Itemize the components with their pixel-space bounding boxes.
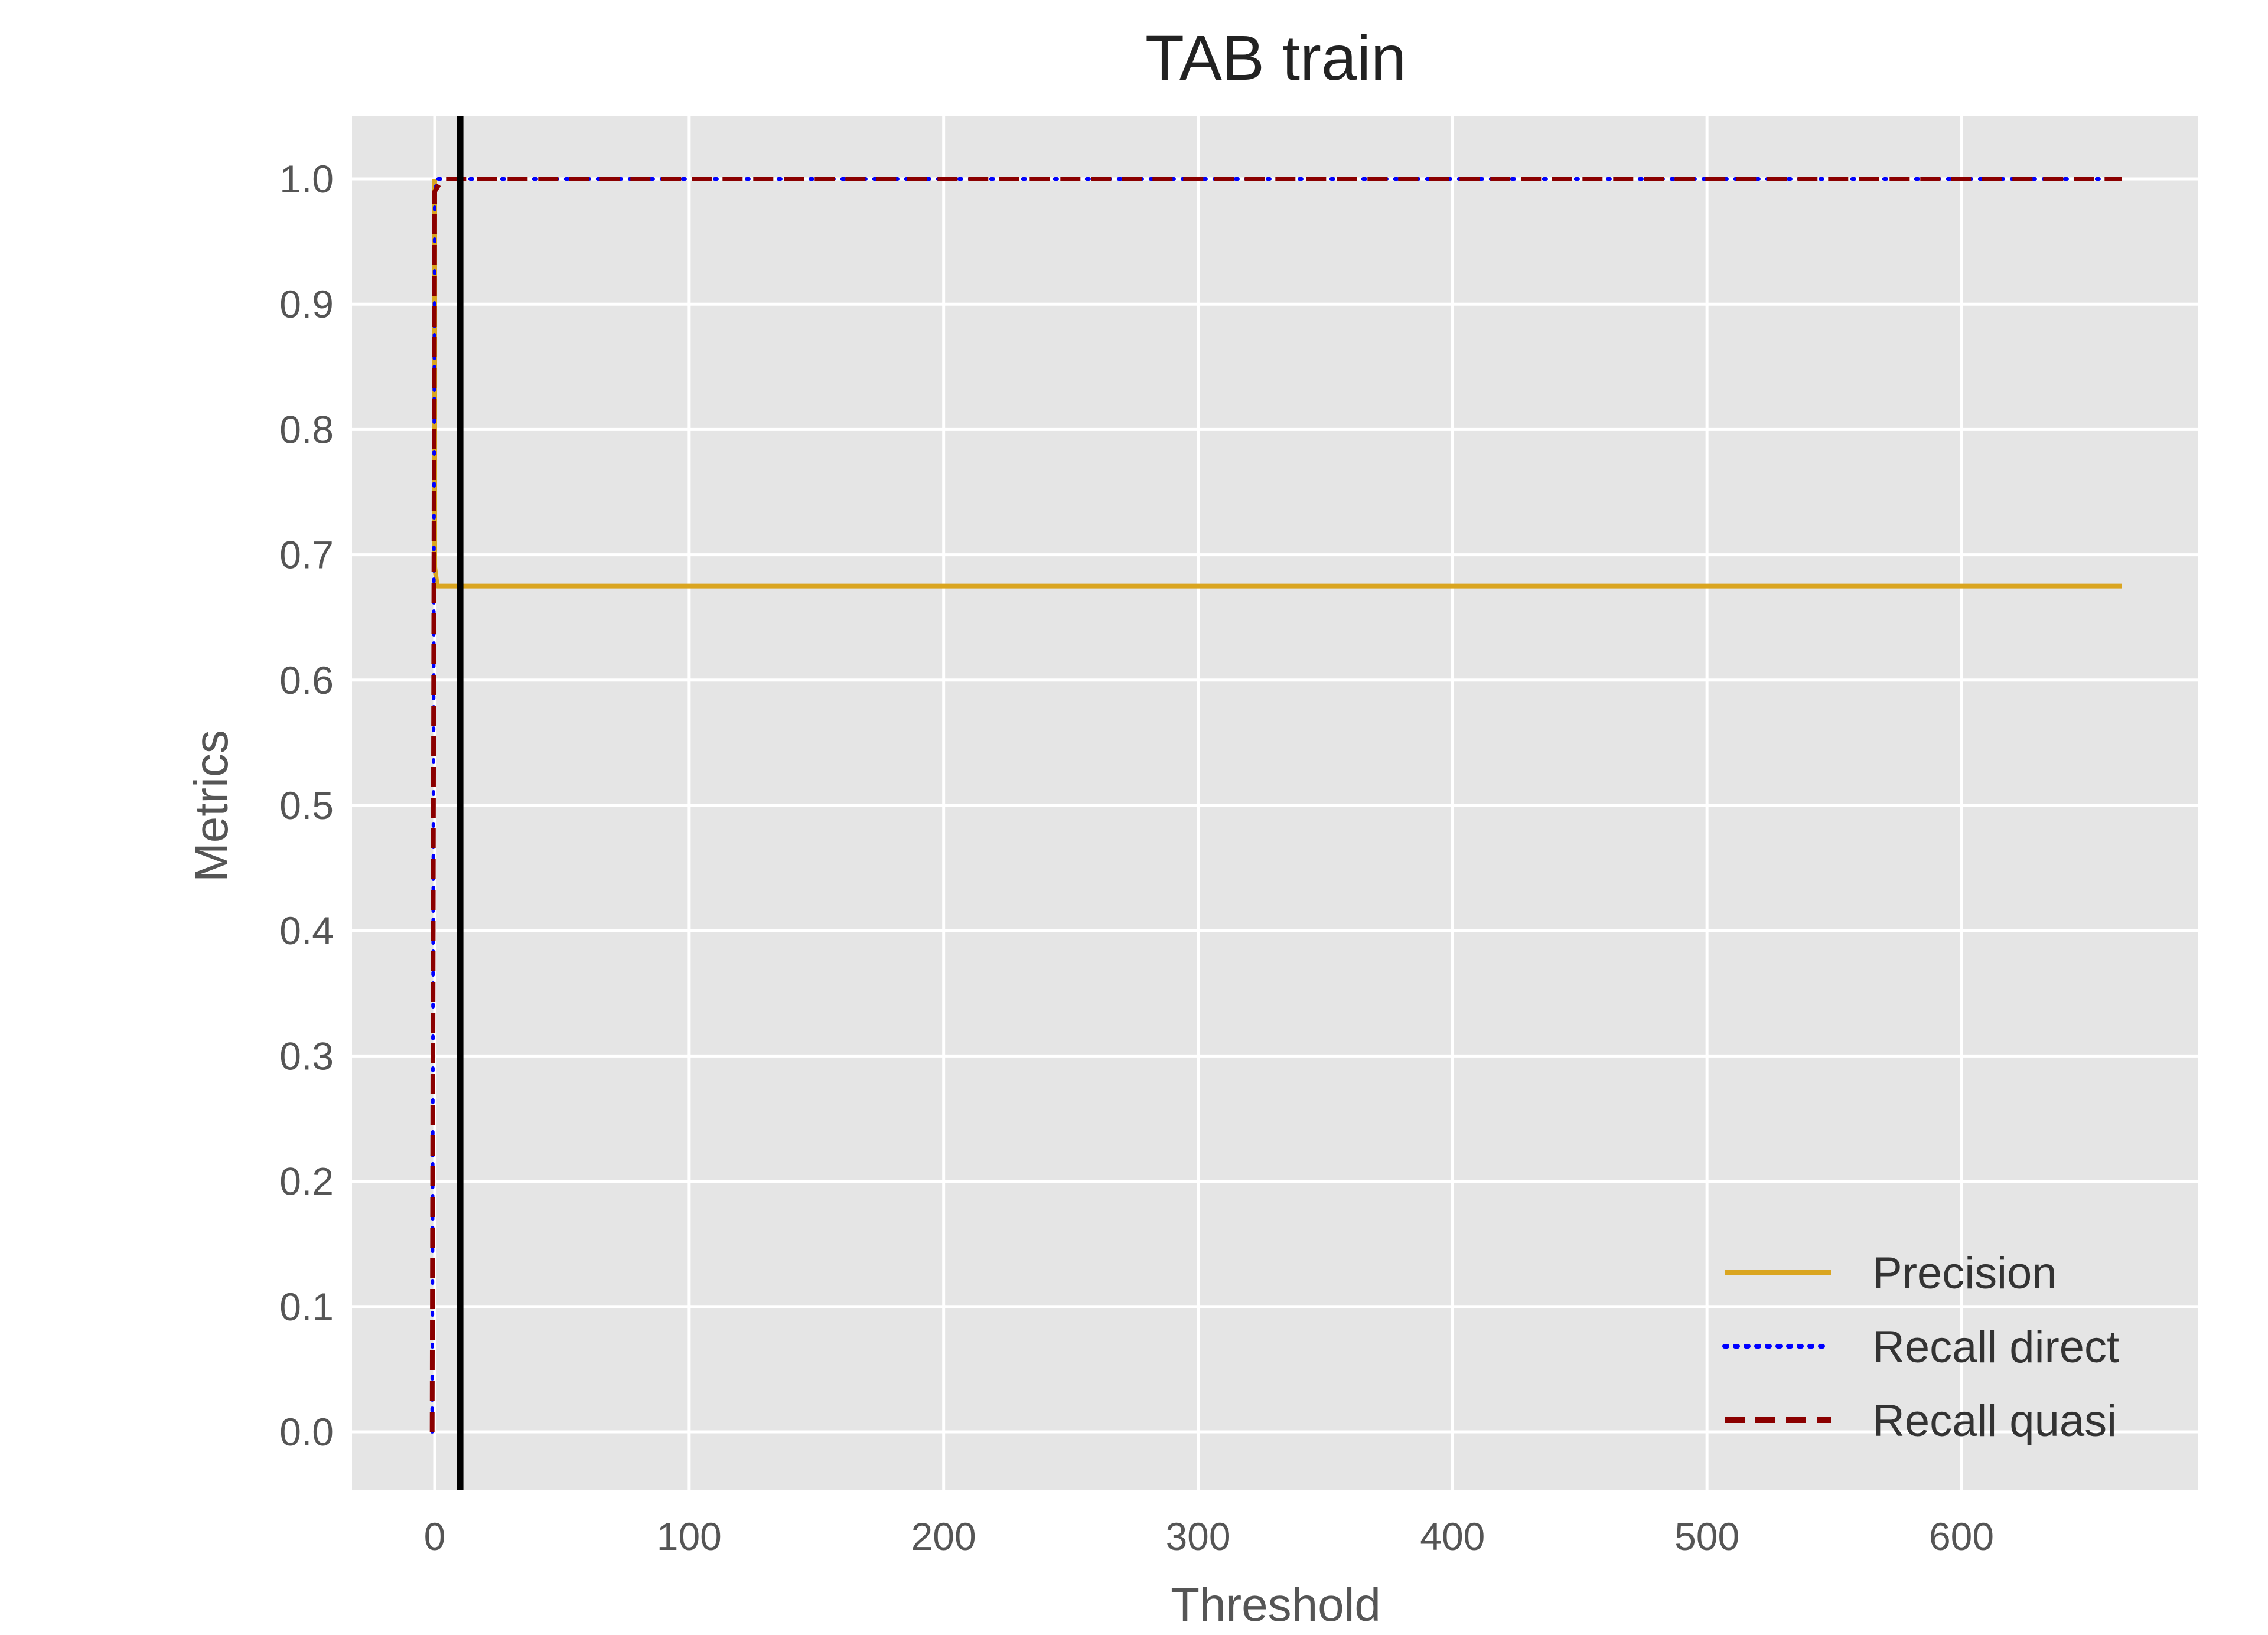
x-axis-label: Threshold [1171, 1578, 1381, 1631]
plot-area [352, 116, 2198, 1490]
y-tick-label: 0.8 [279, 407, 334, 451]
y-tick-label: 0.1 [279, 1285, 334, 1329]
x-tick-label: 100 [657, 1515, 722, 1558]
x-tick-label: 500 [1674, 1515, 1739, 1558]
x-ticks: 0 100 200 300 400 500 600 [424, 1515, 1994, 1558]
y-tick-label: 1.0 [279, 157, 334, 201]
y-tick-label: 0.3 [279, 1034, 334, 1078]
y-tick-label: 0.4 [279, 909, 334, 952]
x-tick-label: 400 [1420, 1515, 1485, 1558]
series-line-recall-quasi [429, 177, 2122, 1432]
legend-label: Recall quasi [1872, 1396, 2117, 1446]
chart-title: TAB train [1145, 22, 1406, 93]
y-axis-label: Metrics [185, 730, 237, 882]
x-tick-label: 200 [911, 1515, 976, 1558]
series-lines [429, 116, 2124, 1490]
legend-label: Precision [1872, 1248, 2057, 1298]
y-tick-label: 0.5 [279, 784, 334, 827]
x-tick-label: 300 [1165, 1515, 1230, 1558]
y-tick-label: 0.6 [279, 658, 334, 702]
legend-label: Recall direct [1872, 1322, 2119, 1372]
legend: Precision Recall direct Recall quasi [1722, 1248, 2119, 1446]
grid [352, 116, 2198, 1490]
x-tick-label: 600 [1929, 1515, 1994, 1558]
y-tick-label: 0.9 [279, 282, 334, 326]
x-tick-label: 0 [424, 1515, 446, 1558]
y-tick-label: 0.7 [279, 533, 334, 577]
y-ticks: 0.0 0.1 0.2 0.3 0.4 0.5 0.6 0.7 0.8 0.9 1.0 [279, 157, 334, 1454]
y-tick-label: 0.2 [279, 1160, 334, 1203]
y-tick-label: 0.0 [279, 1410, 334, 1454]
